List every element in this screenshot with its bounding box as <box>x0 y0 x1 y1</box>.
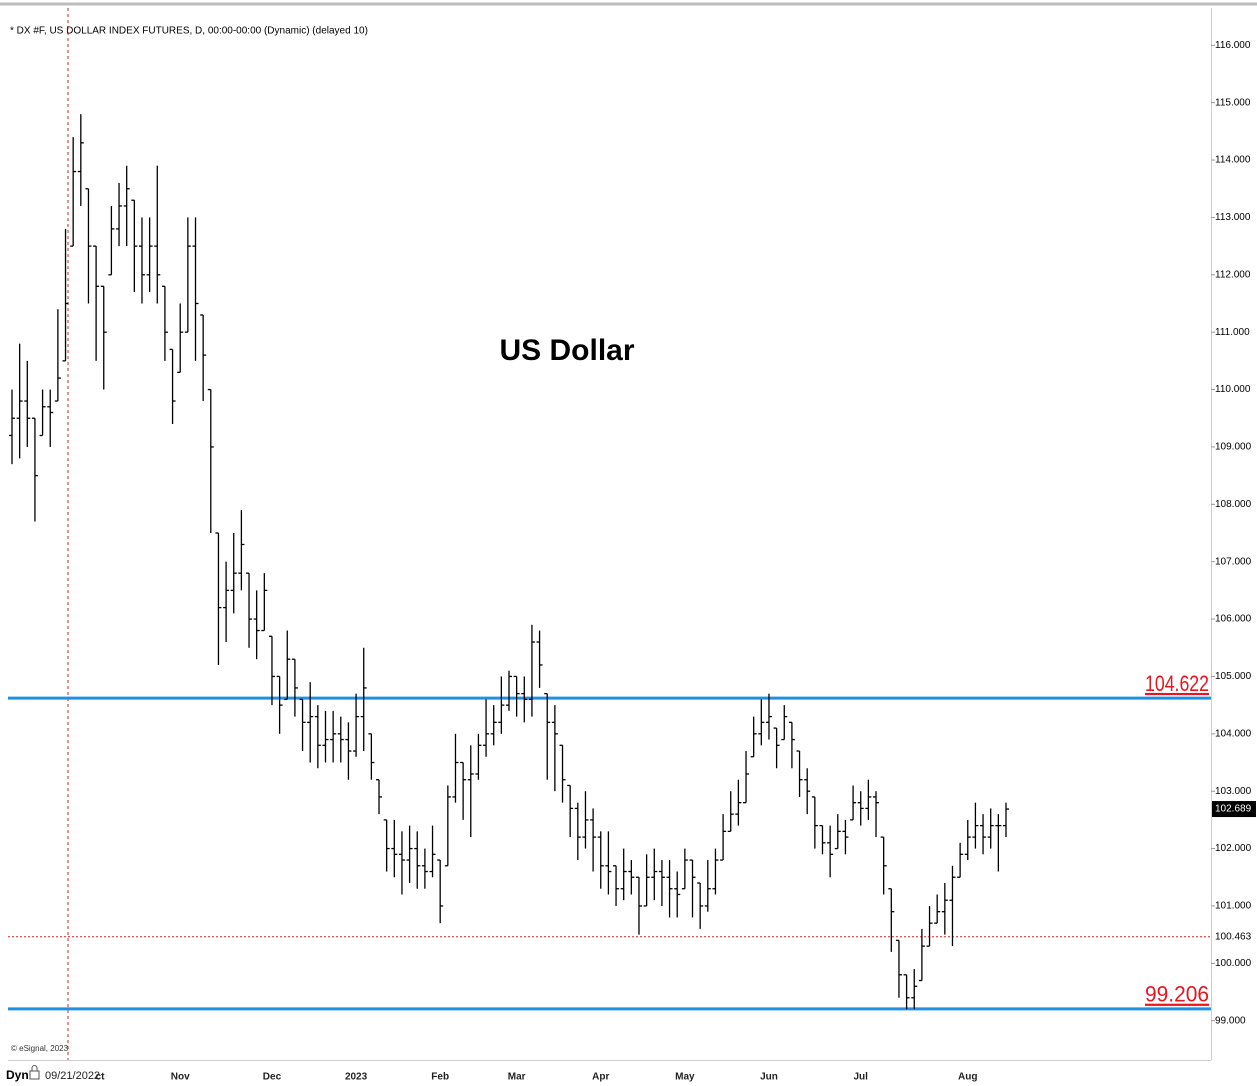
x-tick-label: 2023 <box>345 1072 368 1083</box>
crosshair-date-label: 09/21/2022 <box>45 1070 100 1082</box>
header: * DX #F, US DOLLAR INDEX FUTURES, D, 00:… <box>10 26 368 37</box>
lock-icon[interactable] <box>29 1065 40 1080</box>
x-tick-label: May <box>675 1072 695 1083</box>
x-tick-label: Dec <box>263 1072 282 1083</box>
level-label: 99.206 <box>1145 982 1209 1007</box>
x-tick-label: Jul <box>853 1072 868 1083</box>
y-tick-label: 105.000 <box>1215 671 1252 682</box>
y-tick-label: 110.000 <box>1215 384 1251 395</box>
y-tick-label: 116.000 <box>1215 40 1251 51</box>
x-tick-label: Feb <box>431 1072 449 1083</box>
lock-body <box>29 1070 40 1080</box>
y-tick-label: 108.000 <box>1215 499 1252 510</box>
y-tick-label: 102.000 <box>1215 843 1252 854</box>
y-tick-label: 101.000 <box>1215 901 1252 912</box>
crosshair-date-box <box>43 1067 95 1083</box>
y-tick-label: 104.000 <box>1215 728 1252 739</box>
crosshair-price-box <box>1212 928 1256 945</box>
x-tick-label: Mar <box>508 1072 526 1083</box>
y-tick-label: 103.000 <box>1215 786 1252 797</box>
y-tick-label: 99.000 <box>1215 1015 1246 1026</box>
price-bars <box>9 114 1009 1010</box>
y-tick-label: 106.000 <box>1215 614 1252 625</box>
y-tick-label: 109.000 <box>1215 442 1252 453</box>
y-tick-label: 113.000 <box>1215 212 1251 223</box>
lock-shackle <box>31 1065 38 1071</box>
level-label: 104.622 <box>1145 671 1209 696</box>
x-tick-label: Aug <box>958 1072 977 1083</box>
crosshair-price-label: 100.463 <box>1215 931 1252 942</box>
y-tick-label: 100.000 <box>1215 958 1252 969</box>
y-tick-label: 114.000 <box>1215 155 1251 166</box>
y-tick-label: 107.000 <box>1215 556 1252 567</box>
mode[interactable]: Dyn <box>6 1068 29 1082</box>
x-tick-label: Nov <box>171 1072 190 1083</box>
y-tick-label: 112.000 <box>1215 269 1251 280</box>
last-price-box <box>1212 801 1256 818</box>
copyright: © eSignal, 2023 <box>11 1044 69 1053</box>
x-tick-label: Oct <box>88 1072 105 1083</box>
last-price-label: 102.689 <box>1215 804 1252 815</box>
y-tick-label: 111.000 <box>1215 327 1250 338</box>
chart-title: US Dollar <box>499 334 634 367</box>
x-tick-label: Jun <box>760 1072 778 1083</box>
y-tick-label: 115.000 <box>1215 97 1251 108</box>
x-tick-label: Apr <box>592 1072 609 1083</box>
